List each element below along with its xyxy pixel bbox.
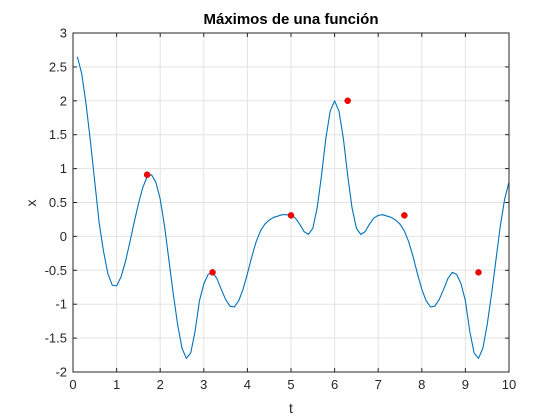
x-tick-label: 9 (462, 377, 469, 392)
maximum-marker (475, 269, 482, 276)
x-tick-label: 1 (113, 377, 120, 392)
x-tick-label: 3 (200, 377, 207, 392)
x-tick-label: 7 (375, 377, 382, 392)
chart-title: Máximos de una función (203, 11, 378, 28)
y-tick-label: 0.5 (49, 195, 67, 210)
x-tick-label: 5 (287, 377, 294, 392)
y-tick-label: -1.5 (45, 331, 67, 346)
y-tick-label: 2 (60, 93, 67, 108)
maximum-marker (287, 212, 295, 219)
y-tick-label: 3 (60, 26, 67, 41)
y-tick-label: 0 (60, 229, 67, 244)
markers-layer (143, 97, 482, 276)
x-tick-label: 6 (331, 377, 338, 392)
y-tick-label: 2.5 (49, 59, 67, 74)
y-tick-label: 1.5 (49, 127, 67, 142)
y-tick-label: -2 (55, 365, 67, 380)
x-tick-label: 0 (69, 377, 76, 392)
maximum-marker (143, 171, 151, 178)
x-tick-label: 10 (502, 377, 516, 392)
y-tick-label: -1 (55, 297, 67, 312)
ticks-layer: 0 1 2 3 4 5 6 7 8 9 10 -2 -1.5 -1 -0.5 0 0.5 1 1.5 2 2.5 3 (45, 26, 517, 393)
y-tick-label: 1 (60, 161, 67, 176)
y-axis-label: x (23, 200, 39, 207)
x-tick-label: 8 (418, 377, 425, 392)
x-axis-label: t (289, 400, 293, 416)
maximum-marker (401, 212, 408, 219)
maximum-marker (209, 269, 216, 276)
y-tick-label: -0.5 (45, 263, 67, 278)
maximum-marker (344, 97, 351, 105)
x-tick-label: 4 (244, 377, 251, 392)
x-tick-label: 2 (157, 377, 164, 392)
